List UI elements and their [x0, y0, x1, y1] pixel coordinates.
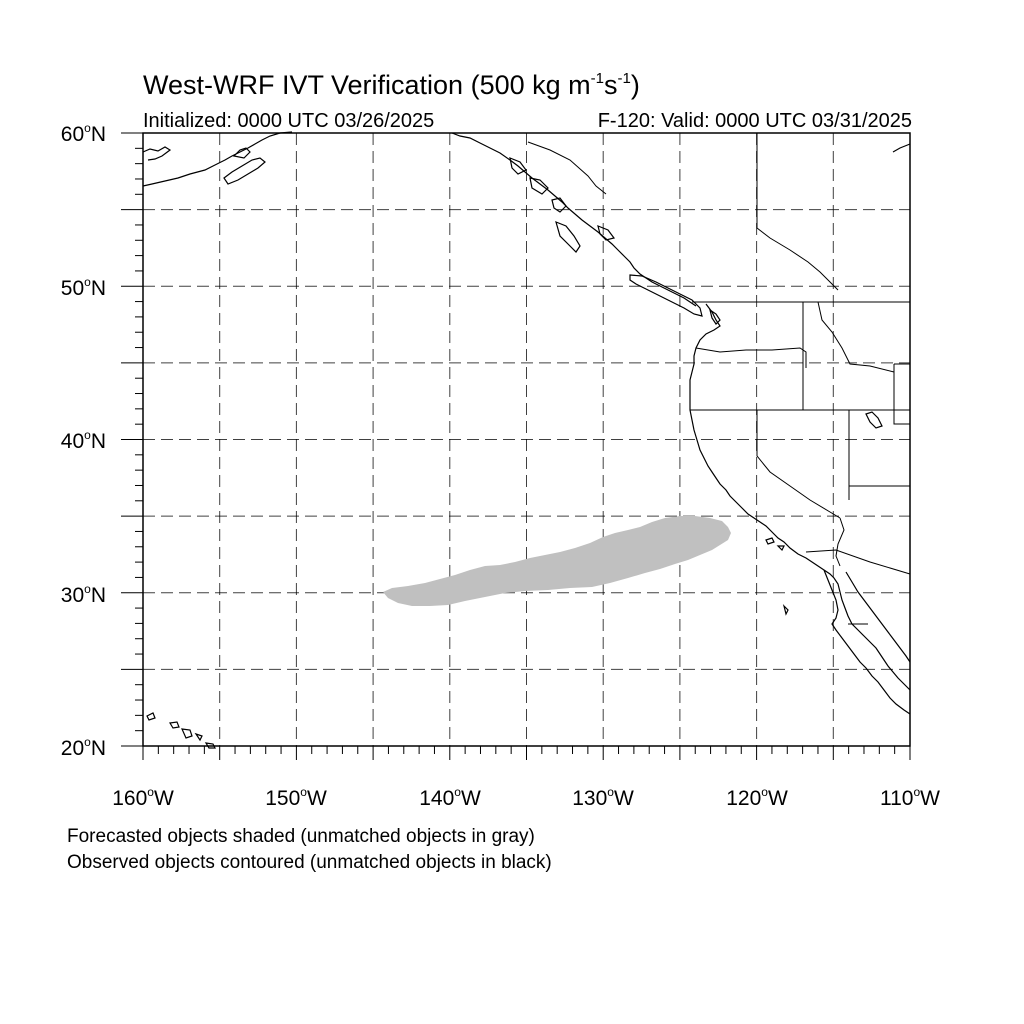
figure-title: West-WRF IVT Verification (500 kg m-1s-1…: [143, 70, 640, 100]
observed-note: Observed objects contoured (unmatched ob…: [67, 852, 552, 873]
lat-label-60n: 60oN: [60, 121, 106, 146]
graticule: [143, 133, 910, 746]
lat-label-40n: 40oN: [60, 428, 106, 453]
lon-label-140w: 140oW: [419, 785, 481, 810]
initialized-time: Initialized: 0000 UTC 03/26/2025: [143, 110, 435, 132]
coastlines: [142, 131, 911, 749]
lat-label-50n: 50oN: [60, 275, 106, 300]
political-borders: [527, 133, 911, 625]
lon-label-150w: 150oW: [265, 785, 327, 810]
lon-label-110w: 110oW: [880, 785, 940, 810]
lat-label-30n: 30oN: [60, 582, 106, 607]
lon-label-120w: 120oW: [726, 785, 788, 810]
valid-time: F-120: Valid: 0000 UTC 03/31/2025: [597, 110, 912, 132]
lon-label-130w: 130oW: [572, 785, 634, 810]
forecast-note: Forecasted objects shaded (unmatched obj…: [67, 826, 535, 847]
axis-ticks: [121, 132, 911, 760]
forecast-ivt-object: [383, 516, 731, 606]
lon-label-160w: 160oW: [112, 785, 174, 810]
lat-label-20n: 20oN: [60, 735, 106, 760]
